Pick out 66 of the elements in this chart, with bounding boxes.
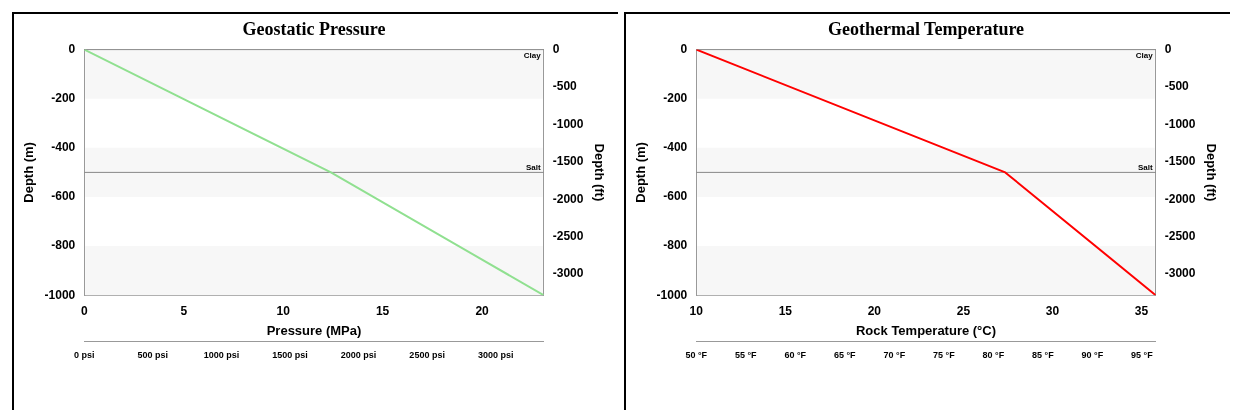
y2-tick-label: 0 bbox=[1164, 41, 1172, 56]
y-tick-label: -200 bbox=[663, 91, 688, 106]
x2-tick-label: 0 psi bbox=[74, 350, 95, 361]
x2-tick-label: 3000 psi bbox=[477, 350, 514, 361]
x2-tick-label: 50 °F bbox=[685, 350, 708, 361]
x-axis-title: Rock Temperature (°C) bbox=[855, 322, 997, 338]
ref-line-label: Salt bbox=[1138, 162, 1154, 172]
x2-tick-label: 55 °F bbox=[734, 350, 758, 361]
x2-tick-label: 70 °F bbox=[883, 350, 906, 361]
chart-title: Geothermal Temperature bbox=[827, 19, 1025, 40]
y-tick-label: -1000 bbox=[44, 287, 76, 302]
y-tick-label: 0 bbox=[680, 41, 688, 56]
y2-tick-label: -2000 bbox=[552, 191, 584, 206]
y2-tick-label: -2500 bbox=[1164, 229, 1196, 244]
y2-tick-label: -3000 bbox=[1164, 266, 1196, 281]
y-tick-label: -600 bbox=[51, 189, 76, 204]
x2-tick-label: 60 °F bbox=[784, 350, 807, 361]
x-tick-label: 25 bbox=[956, 303, 971, 318]
y2-tick-label: -500 bbox=[1164, 79, 1190, 94]
x-tick-label: 20 bbox=[475, 303, 490, 318]
ref-line-label: Clay bbox=[1135, 50, 1154, 60]
y-tick-label: 0 bbox=[68, 41, 76, 56]
y-axis-title: Depth (m) bbox=[633, 142, 649, 203]
y2-tick-label: -1000 bbox=[1164, 116, 1196, 131]
ref-line-label: Salt bbox=[526, 162, 542, 172]
x2-tick-label: 90 °F bbox=[1081, 350, 1104, 361]
y-tick-label: -400 bbox=[51, 140, 76, 155]
x2-tick-label: 1000 psi bbox=[203, 350, 240, 361]
chart-title: Geostatic Pressure bbox=[242, 19, 386, 40]
y2-axis-title: Depth (ft) bbox=[1203, 143, 1219, 202]
x-tick-label: 35 bbox=[1134, 303, 1149, 318]
x2-tick-label: 80 °F bbox=[982, 350, 1005, 361]
y2-tick-label: 0 bbox=[552, 41, 560, 56]
y-tick-label: -400 bbox=[663, 140, 688, 155]
x-tick-label: 15 bbox=[778, 303, 793, 318]
y2-tick-label: -3000 bbox=[552, 266, 584, 281]
ref-line-label: Clay bbox=[523, 50, 542, 60]
y2-axis-title: Depth (ft) bbox=[591, 143, 607, 202]
x-tick-label: 20 bbox=[867, 303, 882, 318]
x2-tick-label: 500 psi bbox=[137, 350, 169, 361]
x2-tick-label: 95 °F bbox=[1131, 350, 1154, 361]
x2-tick-label: 65 °F bbox=[834, 350, 857, 361]
y2-tick-label: -500 bbox=[552, 79, 578, 94]
y-tick-label: -800 bbox=[663, 238, 688, 253]
y-tick-label: -200 bbox=[51, 91, 76, 106]
x-tick-label: 15 bbox=[375, 303, 390, 318]
y2-tick-label: -1500 bbox=[552, 154, 584, 169]
x-tick-label: 5 bbox=[180, 303, 188, 318]
x-tick-label: 10 bbox=[689, 303, 704, 318]
y-axis-title: Depth (m) bbox=[21, 142, 37, 203]
x2-tick-label: 85 °F bbox=[1032, 350, 1055, 361]
x2-tick-label: 2000 psi bbox=[340, 350, 377, 361]
y2-tick-label: -2000 bbox=[1164, 191, 1196, 206]
x-axis-title: Pressure (MPa) bbox=[266, 322, 362, 338]
y-tick-label: -1000 bbox=[656, 287, 688, 302]
y2-tick-label: -1500 bbox=[1164, 154, 1196, 169]
y-tick-label: -800 bbox=[51, 238, 76, 253]
x-tick-label: 0 bbox=[80, 303, 88, 318]
y-tick-label: -600 bbox=[663, 189, 688, 204]
x-tick-label: 10 bbox=[276, 303, 291, 318]
x-tick-label: 30 bbox=[1045, 303, 1060, 318]
x2-tick-label: 2500 psi bbox=[409, 350, 445, 361]
y2-tick-label: -1000 bbox=[552, 116, 584, 131]
x2-tick-label: 1500 psi bbox=[272, 350, 308, 361]
x2-tick-label: 75 °F bbox=[933, 350, 956, 361]
y2-tick-label: -2500 bbox=[552, 229, 584, 244]
